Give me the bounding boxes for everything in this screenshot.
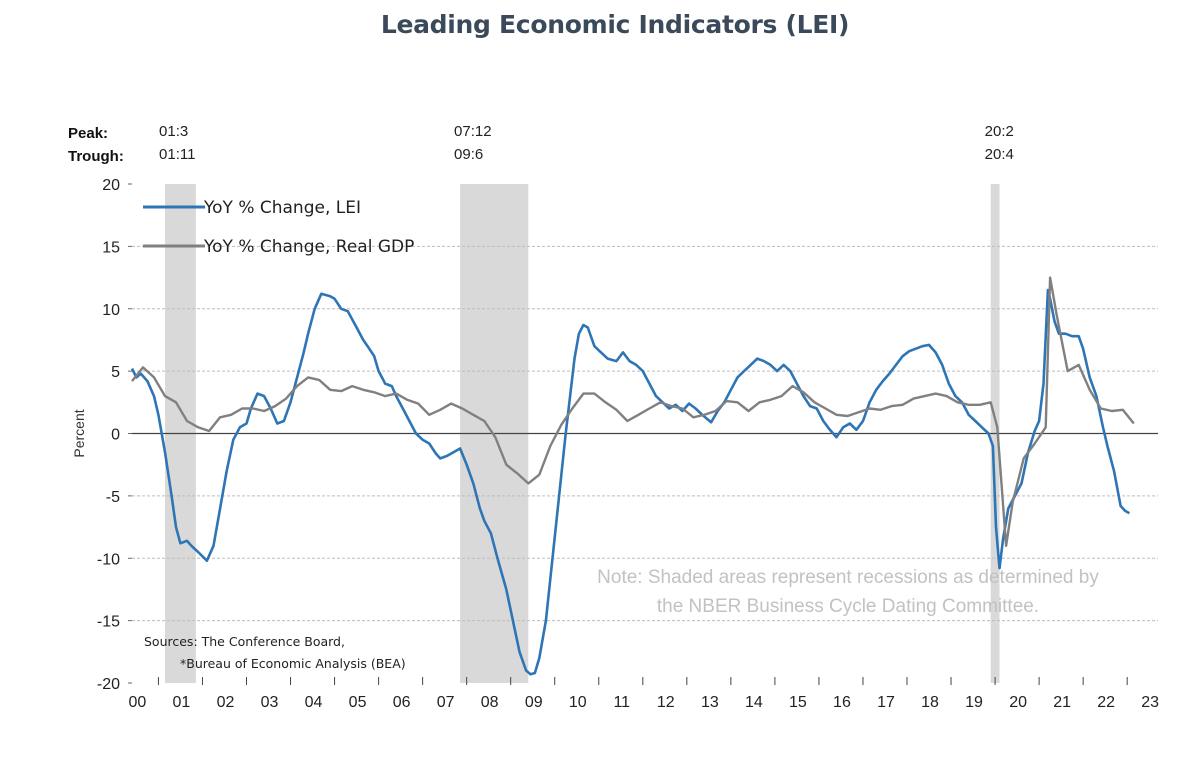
recession-peak-label: 20:2: [985, 123, 1014, 140]
gridlines: [132, 245, 1158, 622]
y-tick-label: 20: [102, 177, 120, 194]
y-tick-label: 0: [111, 427, 120, 444]
y-tick-label: 10: [102, 302, 120, 319]
chart-title: Leading Economic Indicators (LEI): [380, 10, 850, 39]
x-tick-label: 02: [217, 694, 235, 711]
x-tick-label: 20: [1009, 694, 1027, 711]
x-tick-label: 00: [129, 694, 147, 711]
x-tick-label: 04: [305, 694, 323, 711]
x-tick-label: 19: [965, 694, 983, 711]
x-tick-label: 18: [921, 694, 939, 711]
series-line: [130, 288, 1131, 676]
y-axis-label: Percent: [71, 409, 87, 457]
y-tick-label: 5: [111, 364, 120, 381]
series-line: [131, 276, 1135, 547]
peak-header-label: Peak:: [68, 125, 108, 142]
x-tick-label: 06: [393, 694, 411, 711]
chart-text: 01:3 01:11 07:12 09:6 20:2 20:4 Peak: Trough: 20…: [68, 123, 1159, 711]
note-line: Note: Shaded areas represent recessions …: [597, 567, 1099, 588]
x-tick-label: 16: [833, 694, 851, 711]
x-tick-label: 12: [657, 694, 675, 711]
x-tick-label: 10: [569, 694, 587, 711]
x-tick-label: 05: [349, 694, 367, 711]
x-tick-label: 11: [613, 694, 630, 711]
y-tick-label: 15: [102, 239, 120, 256]
trough-header-label: Trough:: [68, 148, 124, 165]
x-tick-label: 17: [877, 694, 895, 711]
y-tick-label: -10: [97, 551, 120, 568]
recession-trough-label: 09:6: [454, 146, 483, 163]
x-tick-label: 13: [701, 694, 719, 711]
recession-trough-label: 01:11: [159, 146, 195, 163]
recession-peak-label: 07:12: [454, 123, 492, 140]
legend-label: YoY % Change, Real GDP: [203, 237, 414, 257]
x-tick-label: 03: [261, 694, 279, 711]
y-tick-label: -5: [106, 489, 120, 506]
x-tick-label: 15: [789, 694, 807, 711]
y-tick-label: -20: [97, 676, 120, 693]
x-tick-label: 09: [525, 694, 543, 711]
x-tick-label: 08: [481, 694, 499, 711]
x-tick-label: 23: [1141, 694, 1159, 711]
x-tick-label: 22: [1097, 694, 1115, 711]
note-line: the NBER Business Cycle Dating Committee…: [657, 596, 1039, 617]
x-tick-label: 01: [173, 694, 191, 711]
x-tick-label: 07: [437, 694, 455, 711]
recession-peak-label: 01:3: [159, 123, 188, 140]
series-lines: [130, 276, 1135, 676]
legend-label: YoY % Change, LEI: [203, 198, 361, 218]
sources-line: Sources: The Conference Board,: [144, 634, 345, 649]
recession-trough-label: 20:4: [985, 146, 1014, 163]
x-tick-label: 14: [745, 694, 763, 711]
sources-line: *Bureau of Economic Analysis (BEA): [180, 656, 406, 671]
y-tick-label: -15: [97, 614, 120, 631]
x-tick-label: 21: [1053, 694, 1071, 711]
